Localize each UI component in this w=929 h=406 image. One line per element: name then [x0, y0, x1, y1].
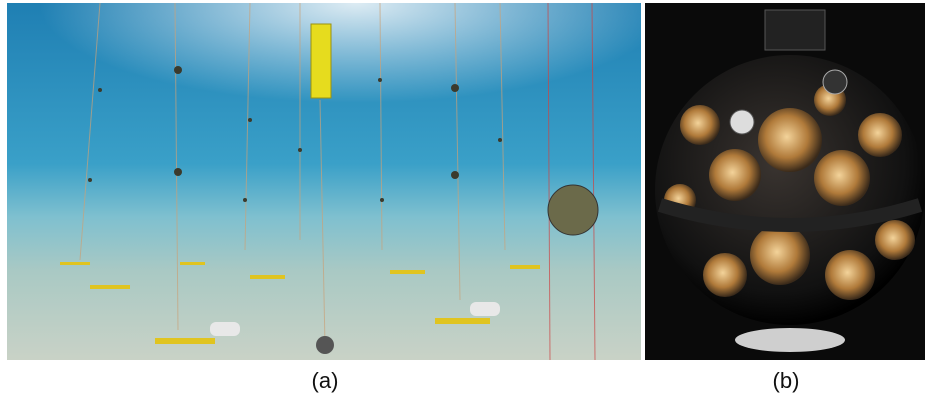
panel-b-image [645, 3, 925, 360]
panel-a-image [7, 2, 641, 361]
panel-label: (a) [312, 368, 339, 393]
panel-label: (b) [773, 368, 800, 393]
